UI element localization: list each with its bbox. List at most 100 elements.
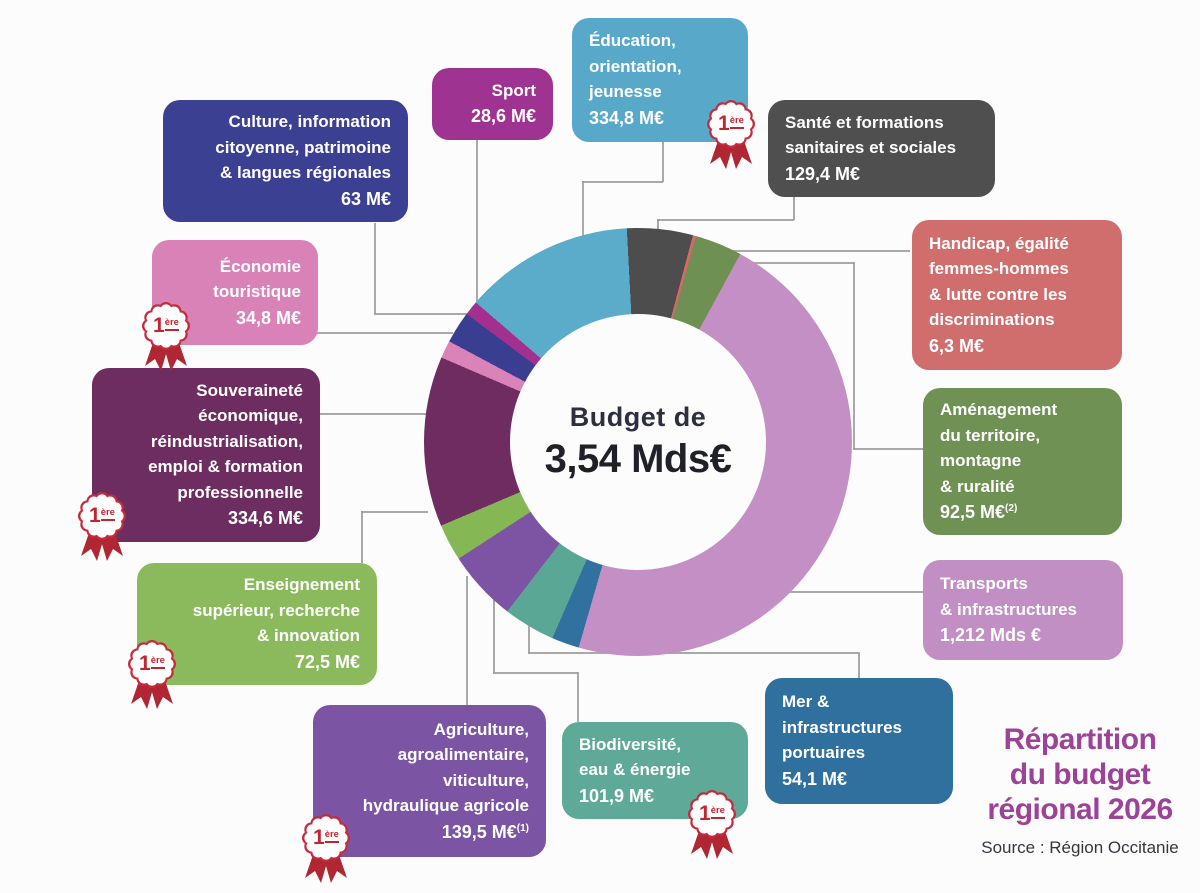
connector-line [858, 652, 860, 679]
card-title-line: économique, [198, 406, 303, 426]
card-title-line: infrastructures [782, 717, 902, 737]
card-title-line: & lutte contre les [929, 284, 1067, 304]
connector-line [374, 313, 468, 315]
card-souverainete: Souveraineté économique, réindustrialisa… [92, 368, 320, 542]
card-title-line: & langues régionales [220, 163, 391, 183]
card-title-line: Aménagement [940, 400, 1058, 419]
title-line: régional 2026 [987, 793, 1173, 827]
badge-label: 1ère [89, 504, 115, 527]
card-title-line: eau & énergie [579, 760, 691, 779]
card-title-line: Culture, information [228, 112, 391, 132]
card-enseignement: Enseignement supérieur, recherche & inno… [137, 563, 377, 685]
card-value: 72,5 M€ [294, 651, 360, 672]
connector-line [582, 181, 663, 183]
badge-label: 1ère [139, 652, 165, 675]
card-title-line: supérieur, recherche [192, 600, 360, 620]
title-line: du budget [1009, 758, 1151, 792]
card-title-line: & infrastructures [940, 599, 1077, 619]
connector-line [700, 250, 910, 252]
card-value: 129,4 M€ [785, 163, 861, 184]
first-place-badge: 1ère [74, 488, 130, 562]
source-credit: Source : Région Occitanie [981, 838, 1179, 858]
first-place-badge: 1ère [138, 298, 194, 372]
card-title-line: Sport [491, 80, 536, 100]
card-title-line: portuaires [782, 743, 866, 763]
donut-center: Budget de 3,54 Mds€ [510, 314, 766, 570]
card-value: 92,5 M€(2) [940, 502, 1018, 522]
connector-line [317, 332, 453, 334]
card-title-line: touristique [213, 282, 301, 301]
connector-line [528, 652, 858, 654]
card-title-line: Économie [219, 256, 301, 276]
card-value: 334,6 M€ [227, 508, 303, 529]
card-title-line: citoyenne, patrimoine [215, 137, 391, 157]
budget-total-value: 3,54 Mds€ [544, 437, 732, 481]
title-line: Répartition [1003, 723, 1157, 756]
connector-line [853, 448, 923, 450]
connector-line [320, 413, 426, 415]
connector-line [793, 197, 795, 220]
card-title-line: & innovation [257, 626, 360, 646]
card-handicap: Handicap, égalité femmes-hommes & lutte … [912, 220, 1122, 370]
card-title-line: Souveraineté [196, 380, 303, 400]
card-title-line: emploi & formation [148, 457, 303, 477]
card-title-line: Handicap, égalité [929, 233, 1069, 253]
card-title-line: Mer & [782, 692, 830, 712]
card-title-line: Agriculture, [433, 719, 529, 739]
connector-line [493, 672, 578, 674]
connector-line [657, 219, 659, 236]
card-value: 34,8 M€ [235, 307, 301, 328]
card-title-line: professionnelle [177, 482, 303, 502]
card-value: 334,8 M€ [589, 107, 665, 128]
connector-line [727, 262, 854, 264]
connector-line [577, 672, 579, 722]
card-title-line: hydraulique agricole [362, 796, 529, 815]
card-title-line: du territoire, [940, 425, 1041, 445]
card-title-line: discriminations [929, 310, 1055, 329]
card-title-line: & ruralité [940, 476, 1015, 496]
card-title-line: montagne [940, 451, 1022, 470]
card-title-line: orientation, [589, 56, 682, 76]
badge-label: 1ère [153, 314, 179, 337]
card-biodiversite: Biodiversité, eau & énergie 101,9 M€ [562, 722, 748, 819]
card-title-line: Enseignement [243, 575, 360, 595]
card-agriculture: Agriculture, agroalimentaire, viticultur… [313, 705, 546, 857]
first-place-badge: 1ère [703, 96, 759, 170]
card-title-line: jeunesse [589, 82, 662, 102]
card-title-line: agroalimentaire, [397, 745, 529, 764]
connector-line [374, 223, 376, 314]
connector-line [493, 598, 495, 673]
connector-line [361, 511, 363, 563]
card-value: 6,3 M€ [929, 335, 985, 356]
budget-center-label: Budget de [569, 402, 707, 432]
card-title-line: Santé et formations [785, 112, 944, 132]
first-place-badge: 1ère [684, 786, 740, 860]
connector-line [476, 140, 478, 306]
connector-line [787, 591, 923, 593]
card-value: 1,212 Mds € [940, 625, 1042, 645]
badge-label: 1ère [699, 802, 725, 825]
card-culture: Culture, information citoyenne, patrimoi… [163, 100, 408, 222]
infographic-title: Répartition du budget régional 2026 Sour… [960, 722, 1200, 858]
card-sport: Sport 28,6 M€ [432, 68, 553, 140]
card-value: 63 M€ [340, 188, 391, 209]
first-place-badge: 1ère [298, 810, 354, 884]
badge-label: 1ère [313, 826, 339, 849]
card-title-line: réindustrialisation, [150, 431, 303, 451]
connector-line [528, 620, 530, 653]
card-education: Éducation, orientation, jeunesse 334,8 M… [572, 18, 748, 142]
connector-line [657, 219, 794, 221]
card-title-line: sanitaires et sociales [785, 138, 957, 157]
card-transports: Transports & infrastructures 1,212 Mds € [923, 560, 1123, 660]
card-value: 28,6 M€ [470, 106, 536, 127]
card-title-line: Transports [940, 574, 1028, 593]
card-sante: Santé et formations sanitaires et social… [768, 100, 995, 197]
card-title-line: femmes-hommes [929, 259, 1069, 278]
connector-line [466, 576, 468, 705]
connector-line [361, 511, 428, 513]
connector-line [853, 262, 855, 449]
card-value: 101,9 M€ [579, 785, 655, 806]
card-value: 54,1 M€ [782, 768, 848, 789]
card-mer: Mer & infrastructures portuaires 54,1 M€ [765, 678, 953, 804]
